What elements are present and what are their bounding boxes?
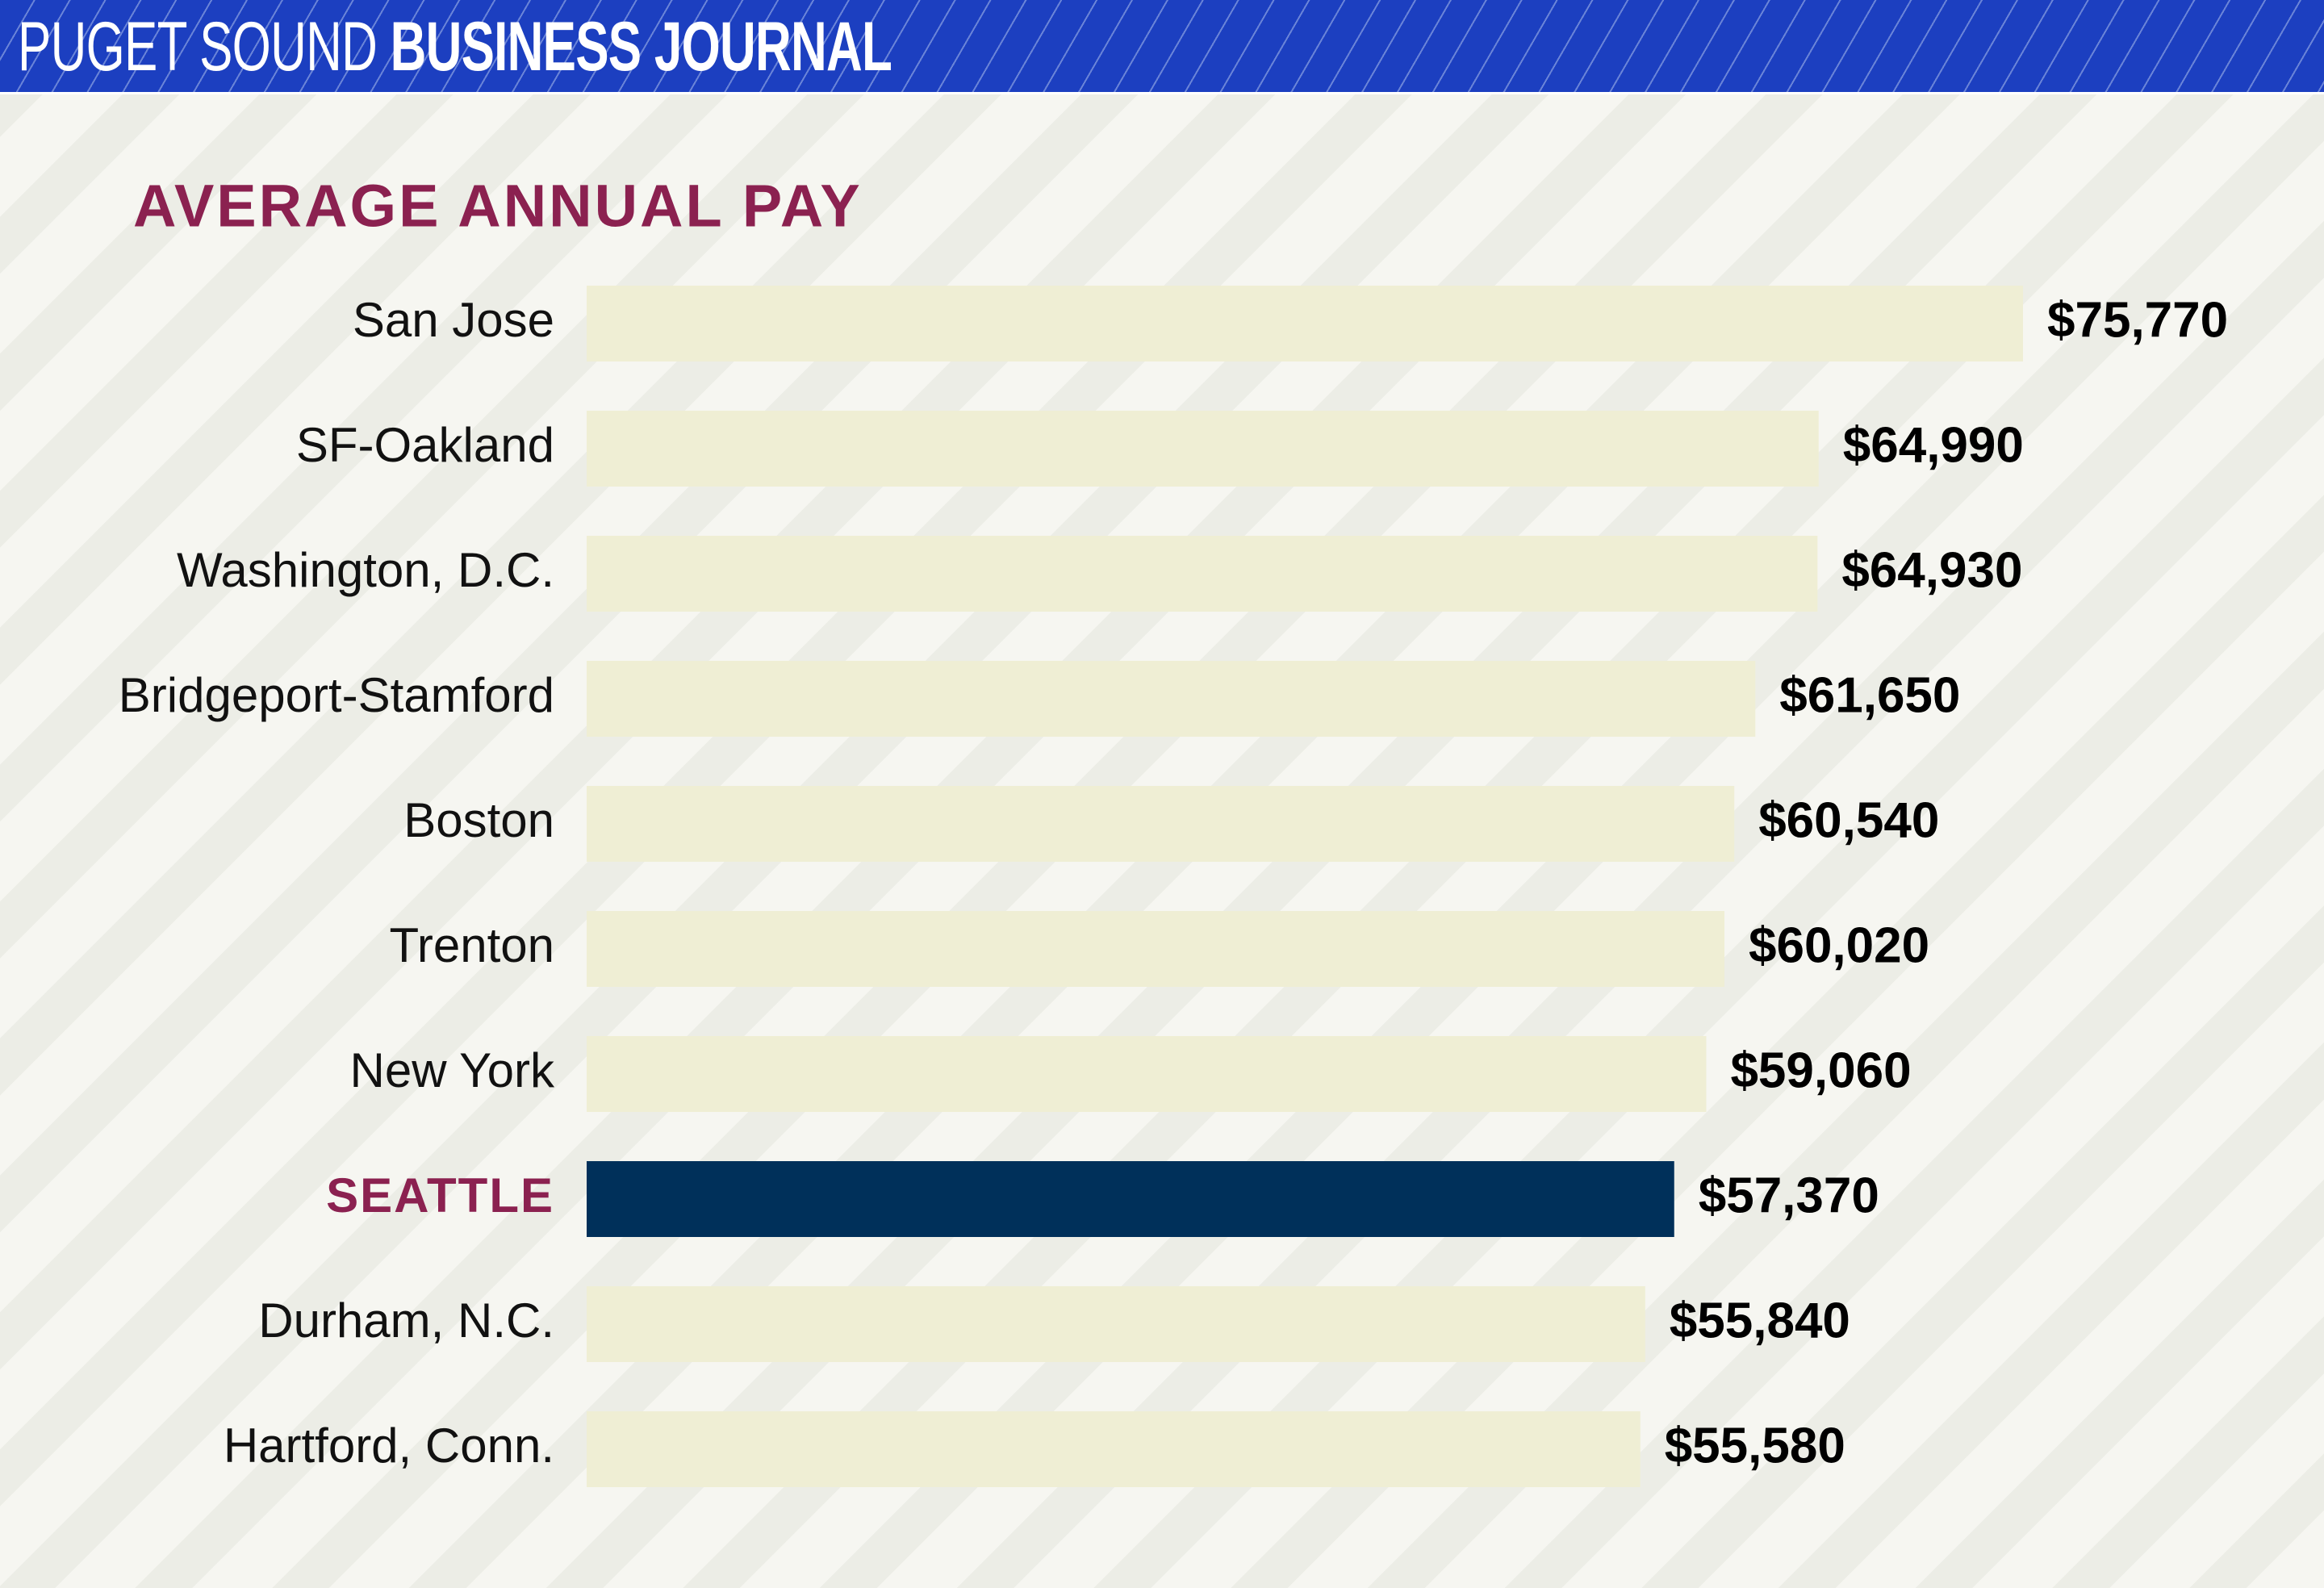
category-label: Hartford, Conn. xyxy=(224,1419,554,1473)
bar xyxy=(587,911,1724,987)
bar xyxy=(587,536,1818,612)
value-label: $64,930 xyxy=(1841,542,2022,598)
value-label: $61,650 xyxy=(1779,667,1960,723)
bar xyxy=(587,411,1819,487)
category-label: Trenton xyxy=(389,918,554,972)
category-label: New York xyxy=(350,1043,555,1097)
bar xyxy=(587,1161,1674,1237)
header: PUGET SOUND BUSINESS JOURNAL xyxy=(0,0,2324,94)
bar xyxy=(587,1411,1641,1487)
value-label: $60,020 xyxy=(1749,917,1929,973)
category-label: SF-Oakland xyxy=(296,418,554,472)
category-label: SEATTLE xyxy=(326,1168,554,1222)
brand: PUGET SOUND BUSINESS JOURNAL xyxy=(18,8,892,86)
category-label: San Jose xyxy=(353,293,554,347)
value-label: $55,840 xyxy=(1670,1293,1850,1348)
brand-light: PUGET SOUND xyxy=(18,8,378,86)
category-label: Durham, N.C. xyxy=(258,1293,554,1348)
bar xyxy=(587,286,2023,361)
category-label: Bridgeport-Stamford xyxy=(119,668,554,722)
value-label: $59,060 xyxy=(1730,1043,1911,1098)
bar xyxy=(587,786,1735,862)
category-label: Washington, D.C. xyxy=(177,543,554,597)
bar xyxy=(587,1036,1707,1112)
value-label: $60,540 xyxy=(1758,792,1939,848)
brand-bold: BUSINESS JOURNAL xyxy=(390,8,892,86)
value-label: $55,580 xyxy=(1665,1418,1845,1473)
bar xyxy=(587,1286,1645,1362)
category-label: Boston xyxy=(403,793,554,847)
value-label: $57,370 xyxy=(1699,1168,1879,1223)
chart-title: AVERAGE ANNUAL PAY xyxy=(133,173,863,240)
bar xyxy=(587,661,1756,737)
value-label: $75,770 xyxy=(2047,292,2228,348)
value-label: $64,990 xyxy=(1843,417,2024,473)
